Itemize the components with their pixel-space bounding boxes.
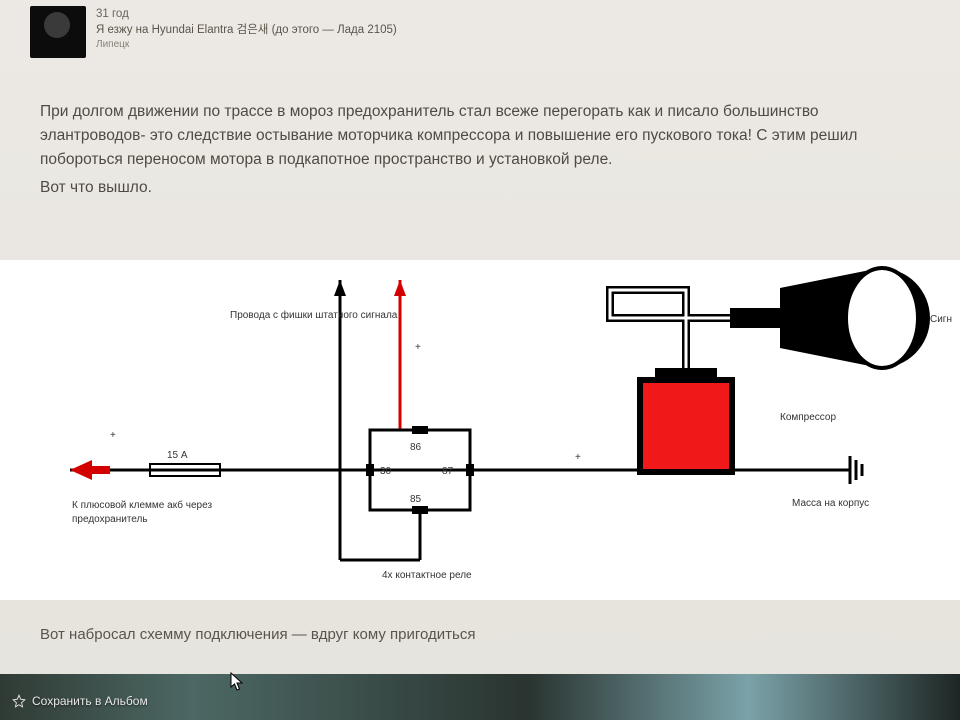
diagram-svg: + 15 А К плюсовой клемме акб через предо… [0, 260, 960, 600]
post-header: 31 год Я езжу на Hyundai Elantra 검은새 (до… [30, 6, 950, 58]
mouse-cursor-icon [230, 672, 244, 692]
post-body: При долгом движении по трассе в мороз пр… [40, 100, 920, 200]
pin-86 [412, 426, 428, 434]
relay-label: 4х контактное реле [382, 570, 472, 581]
user-age: 31 год [96, 6, 397, 22]
page: 31 год Я езжу на Hyundai Elantra 검은새 (до… [0, 0, 960, 720]
diagram-caption: Вот набросал схемму подключения — вдруг … [40, 626, 475, 643]
plus-left: + [110, 430, 116, 441]
post-paragraph-1: При долгом движении по трассе в мороз пр… [40, 100, 920, 172]
fuse-label: 15 А [167, 450, 188, 461]
user-city: Липецк [96, 38, 397, 52]
post-paragraph-2: Вот что вышло. [40, 176, 920, 200]
pin-86-label: 86 [410, 442, 422, 453]
compressor-cap [655, 368, 717, 380]
hose-outer [610, 290, 730, 368]
arrow-red-up [394, 280, 406, 296]
arrow-to-battery [70, 460, 110, 480]
horn-label: Сигн [930, 314, 952, 325]
avatar[interactable] [30, 6, 86, 58]
pin-30-label: 30 [380, 466, 392, 477]
horn-mouth [846, 268, 918, 368]
plus-right: + [575, 452, 581, 463]
save-label: Сохранить в Альбом [32, 694, 148, 708]
wiring-diagram: + 15 А К плюсовой клемме акб через предо… [0, 260, 960, 600]
user-car[interactable]: Я езжу на Hyundai Elantra 검은새 (до этого … [96, 22, 397, 38]
arrow-black-up [334, 280, 346, 296]
pin-85 [412, 506, 428, 514]
header-meta: 31 год Я езжу на Hyundai Elantra 검은새 (до… [96, 6, 397, 58]
pin-30 [366, 464, 374, 476]
pin-87 [466, 464, 474, 476]
pin-85-label: 85 [410, 494, 422, 505]
pin-87-label: 87 [442, 466, 454, 477]
save-to-album-button[interactable]: Сохранить в Альбом [12, 694, 148, 708]
stock-wires-label: Провода с фишки штатного сигнала [230, 309, 398, 321]
to-battery-label: К плюсовой клемме акб через предохраните… [72, 499, 215, 525]
hose-inner [610, 290, 730, 368]
compressor-body [640, 380, 732, 472]
star-icon [12, 694, 26, 708]
compressor-label: Компрессор [780, 412, 836, 423]
horn-tube [730, 308, 780, 328]
ground-label: Масса на корпус [792, 498, 869, 509]
plus-mid: + [415, 342, 421, 353]
